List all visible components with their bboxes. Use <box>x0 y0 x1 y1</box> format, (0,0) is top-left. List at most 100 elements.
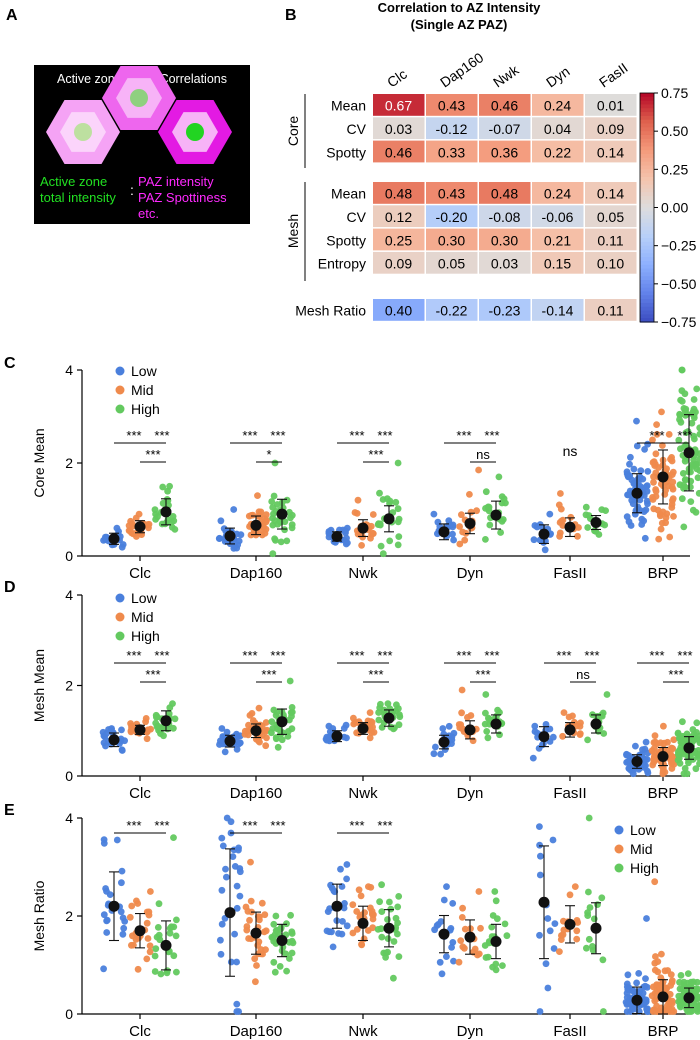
data-point <box>531 728 539 735</box>
heatmap-cell <box>479 94 531 116</box>
data-point <box>497 529 504 536</box>
data-point <box>386 705 394 713</box>
data-point <box>374 926 382 933</box>
heatmap-title-line-1: Correlation to AZ Intensity <box>378 0 542 15</box>
significance-label: *** <box>126 818 141 833</box>
data-point <box>681 390 689 398</box>
data-point <box>394 459 402 467</box>
data-point <box>692 408 699 416</box>
colorbar-segment <box>640 230 654 235</box>
data-point <box>354 496 362 504</box>
data-point <box>598 894 606 902</box>
data-point <box>118 747 126 754</box>
colorbar-segment <box>640 184 654 190</box>
data-point <box>573 927 581 935</box>
data-point <box>663 1008 671 1015</box>
mean-marker <box>657 751 669 763</box>
data-point <box>284 728 292 735</box>
heatmap-cell <box>532 94 584 116</box>
data-point <box>235 537 243 545</box>
significance-label: *** <box>154 648 169 663</box>
data-point <box>376 489 383 497</box>
data-point <box>277 538 285 546</box>
data-point <box>557 505 565 513</box>
mean-marker <box>438 526 450 538</box>
mean-marker <box>357 522 369 534</box>
significance-label: *** <box>349 428 364 443</box>
heatmap-cell-value: -0.07 <box>489 121 521 137</box>
data-point <box>268 718 276 726</box>
colorbar-segment <box>640 150 654 155</box>
data-point <box>323 733 331 741</box>
data-point <box>270 920 278 928</box>
data-point <box>395 893 403 900</box>
mean-marker <box>438 928 450 940</box>
data-point <box>101 733 109 740</box>
data-point <box>100 965 107 973</box>
colorbar-tick-label: −0.75 <box>661 314 697 330</box>
data-point <box>339 918 346 925</box>
heatmap-row-label: Spotty <box>326 144 366 160</box>
data-point <box>430 510 438 518</box>
colorbar-segment <box>640 218 654 224</box>
data-point <box>448 944 455 951</box>
data-point <box>644 468 652 475</box>
significance-label: *** <box>368 447 383 462</box>
data-point <box>574 532 581 540</box>
data-point <box>392 707 400 715</box>
colorbar-segment <box>640 169 654 174</box>
data-point <box>598 711 605 719</box>
data-point <box>132 936 140 943</box>
data-point <box>582 503 590 511</box>
data-point <box>394 505 402 513</box>
data-point <box>584 912 592 919</box>
data-point <box>661 768 669 776</box>
data-point <box>696 1002 700 1010</box>
significance-label: *** <box>456 648 471 663</box>
data-point <box>475 950 483 958</box>
data-point <box>170 834 177 841</box>
colorbar-segment <box>640 199 654 205</box>
colorbar-tick-label: −0.50 <box>661 276 697 292</box>
data-point <box>369 511 377 518</box>
heatmap-cell <box>426 140 478 163</box>
data-point <box>694 474 700 482</box>
data-point <box>498 493 506 500</box>
heatmap-column-label: Dap160 <box>437 49 487 90</box>
significance-label: *** <box>456 428 471 443</box>
data-point <box>651 989 659 997</box>
colorbar-segment <box>640 176 654 182</box>
mean-marker <box>464 724 476 736</box>
data-point <box>271 459 279 467</box>
data-point <box>283 920 290 928</box>
data-point <box>533 523 541 531</box>
data-point <box>634 989 642 997</box>
significance-label: ns <box>563 443 578 459</box>
y-axis-label: Mesh Ratio <box>31 880 47 951</box>
data-point <box>536 1008 544 1015</box>
data-point <box>467 508 475 516</box>
data-point <box>448 740 455 747</box>
data-point <box>218 886 226 894</box>
x-tick-label: Nwk <box>348 785 378 802</box>
data-point <box>684 970 692 977</box>
data-point <box>633 417 640 425</box>
mean-marker <box>490 718 502 730</box>
legend-label: High <box>630 860 659 876</box>
heatmap-cell-value: 0.12 <box>385 209 412 225</box>
data-point <box>171 715 179 723</box>
data-point <box>163 967 171 975</box>
data-point <box>560 926 568 934</box>
data-point <box>688 419 696 427</box>
data-point <box>247 858 254 866</box>
data-point <box>128 520 136 528</box>
data-point <box>644 1008 652 1015</box>
data-point <box>676 410 683 418</box>
colorbar-segment <box>640 127 654 132</box>
y-tick-label: 0 <box>65 548 73 564</box>
significance-label: *** <box>377 648 392 663</box>
heatmap: Clc Dap160 Nwk Dyn FasII Mean 0.67 0.43 0.46 0.24… <box>295 49 637 321</box>
x-tick-label: Dap160 <box>230 565 283 582</box>
data-point <box>268 729 275 737</box>
data-point <box>358 941 366 949</box>
